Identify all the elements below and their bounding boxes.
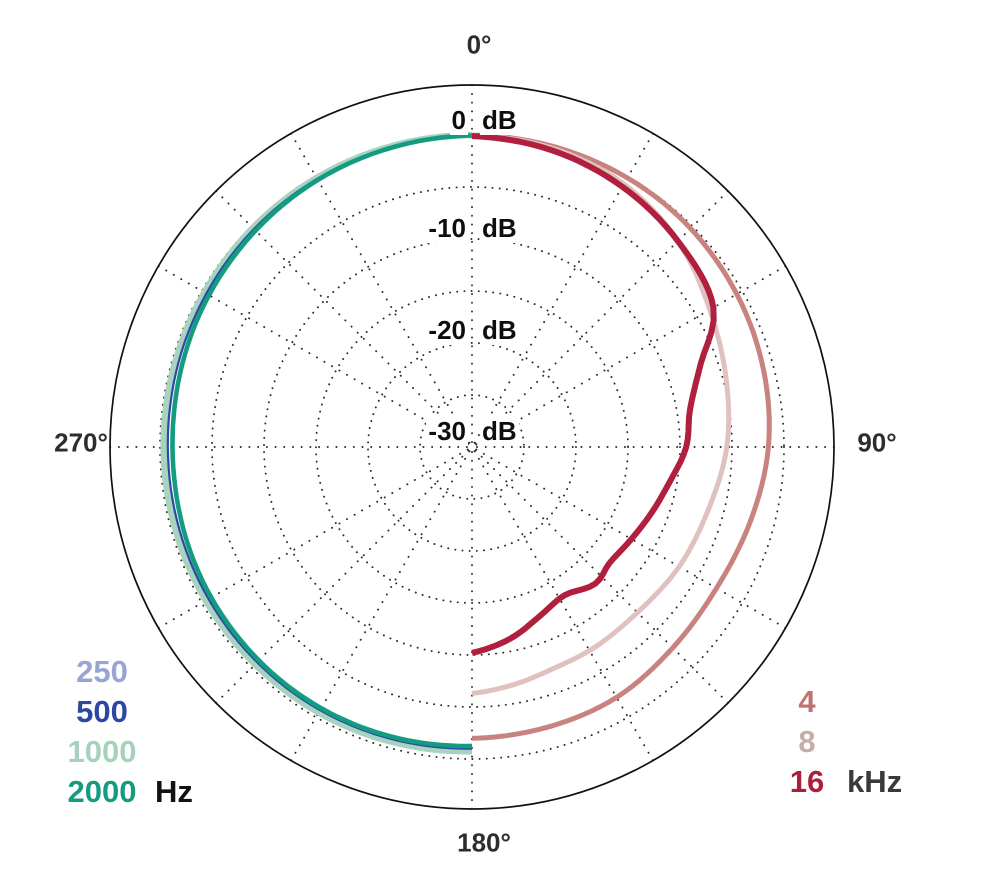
db-label-0-value: 0 xyxy=(449,105,468,135)
angle-label-270: 270° xyxy=(54,427,108,458)
db-label-10-value: -10 xyxy=(426,213,468,243)
legend-1000-label: 1000 xyxy=(67,734,137,769)
curve-8kHz xyxy=(471,133,732,696)
legend-2000-label: 2000 xyxy=(67,774,137,809)
legend-item-250hz: 250 xyxy=(58,652,146,692)
angle-label-90: 90° xyxy=(857,427,897,458)
legend-16-label: 16 xyxy=(789,764,825,799)
legend-left-unit: Hz xyxy=(155,774,193,809)
db-label-30-value: -30 xyxy=(426,416,468,446)
legend-4-label: 4 xyxy=(798,684,816,719)
db-label-20-value: -20 xyxy=(426,315,468,345)
db-label-10-unit: dB xyxy=(480,213,519,243)
legend-item-500hz: 500 xyxy=(58,692,146,732)
angle-label-180: 180° xyxy=(457,827,511,858)
db-label-20-unit: dB xyxy=(480,315,519,345)
legend-500-label: 500 xyxy=(76,694,128,729)
legend-250-label: 250 xyxy=(76,654,128,689)
legend-8-label: 8 xyxy=(798,724,816,759)
legend-item-1000hz: 1000 xyxy=(58,732,146,772)
curve-4kHz xyxy=(471,132,772,741)
db-label-0-unit: dB xyxy=(480,105,519,135)
polar-grid xyxy=(109,84,835,810)
curve-2000Hz xyxy=(170,133,473,749)
legend-right-unit: kHz xyxy=(847,764,903,799)
angle-label-0: 0° xyxy=(466,29,492,60)
legend-item-2000hz: 2000 Hz xyxy=(58,772,193,812)
legend-item-16khz: 16 kHz xyxy=(776,762,902,802)
curve-16kHz xyxy=(471,133,717,656)
legend-item-8khz: 8 xyxy=(776,722,838,762)
db-label-30-unit: dB xyxy=(480,416,519,446)
polar-curves xyxy=(160,131,772,755)
legend-item-4khz: 4 xyxy=(776,682,838,722)
